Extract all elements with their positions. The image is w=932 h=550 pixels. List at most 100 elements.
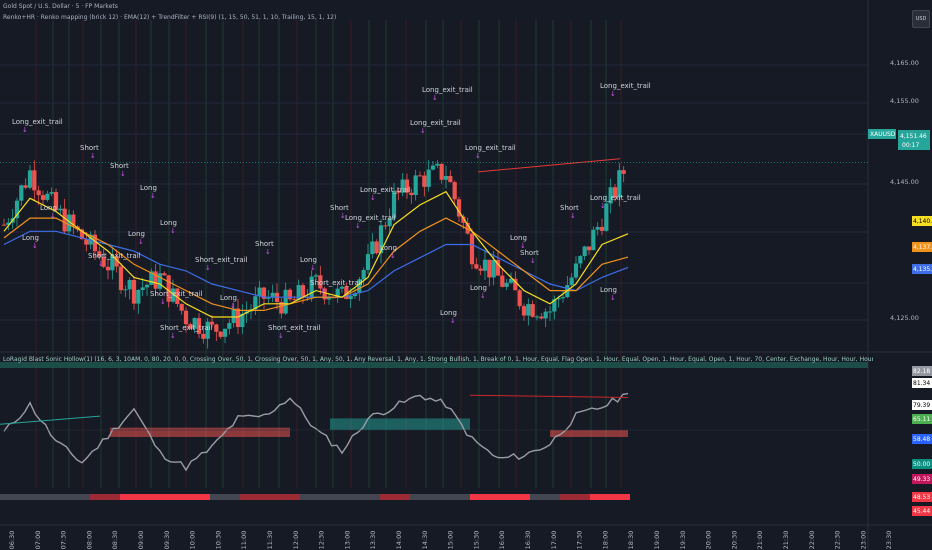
candle-body <box>578 256 583 264</box>
ema-tag-value: 4,140.61 <box>913 218 932 225</box>
ema-mid-line <box>3 217 629 311</box>
candle-body <box>409 192 414 196</box>
time-tick: 20:00 <box>705 531 713 550</box>
candle-body <box>214 324 219 332</box>
candle-body <box>582 246 587 257</box>
session-band <box>82 20 84 488</box>
trade-arrow: ↓ <box>90 152 96 160</box>
candle-body <box>539 316 544 319</box>
candle-body <box>196 318 202 334</box>
trade-label: Long <box>600 286 617 294</box>
candle-body <box>469 233 475 265</box>
candle-body <box>309 276 314 298</box>
time-tick: 23:00 <box>859 531 867 550</box>
candle-body <box>591 229 596 251</box>
candle-body <box>547 311 553 313</box>
candle-body <box>101 256 106 267</box>
candle-body <box>534 316 540 318</box>
candle-body <box>283 289 288 314</box>
candle-body <box>378 225 384 254</box>
trade-label: Long <box>380 244 397 252</box>
candle-body <box>604 203 609 231</box>
candle-body <box>71 214 76 227</box>
candle-body <box>526 304 531 316</box>
signal-segment <box>530 494 560 500</box>
time-tick: 15:30 <box>472 531 480 550</box>
candle-body <box>140 287 145 290</box>
candle-body <box>19 185 24 201</box>
time-tick: 13:00 <box>343 531 351 550</box>
price-tick: 4,155.00 <box>890 97 919 105</box>
trade-arrow: ↓ <box>150 192 156 200</box>
osc-tag <box>912 506 932 516</box>
session-band <box>135 20 137 488</box>
candle-body <box>144 284 150 288</box>
signal-segment <box>590 494 630 500</box>
candle-body <box>240 313 245 328</box>
candle-body <box>452 182 457 200</box>
time-tick: 15:00 <box>447 531 455 550</box>
candle-body <box>27 170 33 188</box>
candle-body <box>188 324 193 329</box>
candle-body <box>183 310 189 325</box>
trade-label: Long_exit_trail <box>360 186 411 194</box>
trade-arrow: ↓ <box>265 248 271 256</box>
trade-label: Short_exit_trail <box>150 290 203 298</box>
session-band <box>315 20 317 488</box>
trade-label: Long <box>220 294 237 302</box>
session-band <box>515 20 517 488</box>
currency-badge[interactable]: USD <box>912 10 930 28</box>
symbol-tag: XAUUSD <box>870 131 896 138</box>
trade-label: Long <box>40 204 57 212</box>
candle-body <box>58 208 63 211</box>
candle-body <box>123 289 128 291</box>
session-band <box>332 20 334 488</box>
time-tick: 14:00 <box>395 531 403 550</box>
candle-body <box>45 193 50 200</box>
trade-markers: Long_exit_trail↓Long_exit_trail↓Long_exi… <box>12 82 651 340</box>
osc-tag <box>912 474 932 484</box>
candle-body <box>612 187 618 198</box>
ema-lines <box>0 158 868 318</box>
ema-tag <box>912 216 932 226</box>
candle-body <box>192 318 197 329</box>
price-tick: 4,145.00 <box>890 178 919 186</box>
candle-body <box>322 288 327 300</box>
trade-arrow: ↓ <box>610 90 616 98</box>
candle-body <box>32 170 37 191</box>
candle-body <box>517 290 522 307</box>
candle-body <box>508 278 514 283</box>
time-tick: 07:30 <box>60 531 68 550</box>
osc-tag <box>912 459 932 469</box>
trade-arrow: ↓ <box>600 202 606 210</box>
signal-segment <box>120 494 210 500</box>
candle-body <box>439 163 444 180</box>
osc-tag-value: 58.48 <box>913 436 930 443</box>
session-band <box>478 20 480 488</box>
osc-fill-bear-2 <box>550 430 628 437</box>
candle-body <box>487 259 492 278</box>
session-bands <box>35 20 622 488</box>
osc-tag-value: 79.39 <box>913 402 930 409</box>
osc-tag <box>912 366 932 376</box>
session-band <box>242 20 244 488</box>
session-band <box>368 20 370 488</box>
time-tick: 17:30 <box>576 531 584 550</box>
signal-segment <box>300 494 380 500</box>
session-band <box>222 20 224 488</box>
session-band <box>35 20 37 488</box>
symbol-tag-bg <box>868 129 896 139</box>
candle-body <box>326 297 332 300</box>
time-tick: 10:00 <box>189 531 197 550</box>
trade-label: Short_exit_trail <box>310 279 363 287</box>
session-band <box>258 20 260 488</box>
candle-body <box>253 296 258 310</box>
session-band <box>405 20 407 488</box>
trade-label: Short_exit_trail <box>195 256 248 264</box>
session-band <box>605 20 607 488</box>
trend-line <box>477 158 621 173</box>
current-price-value: 4,151.46 <box>900 133 927 140</box>
signal-segment <box>0 494 90 500</box>
